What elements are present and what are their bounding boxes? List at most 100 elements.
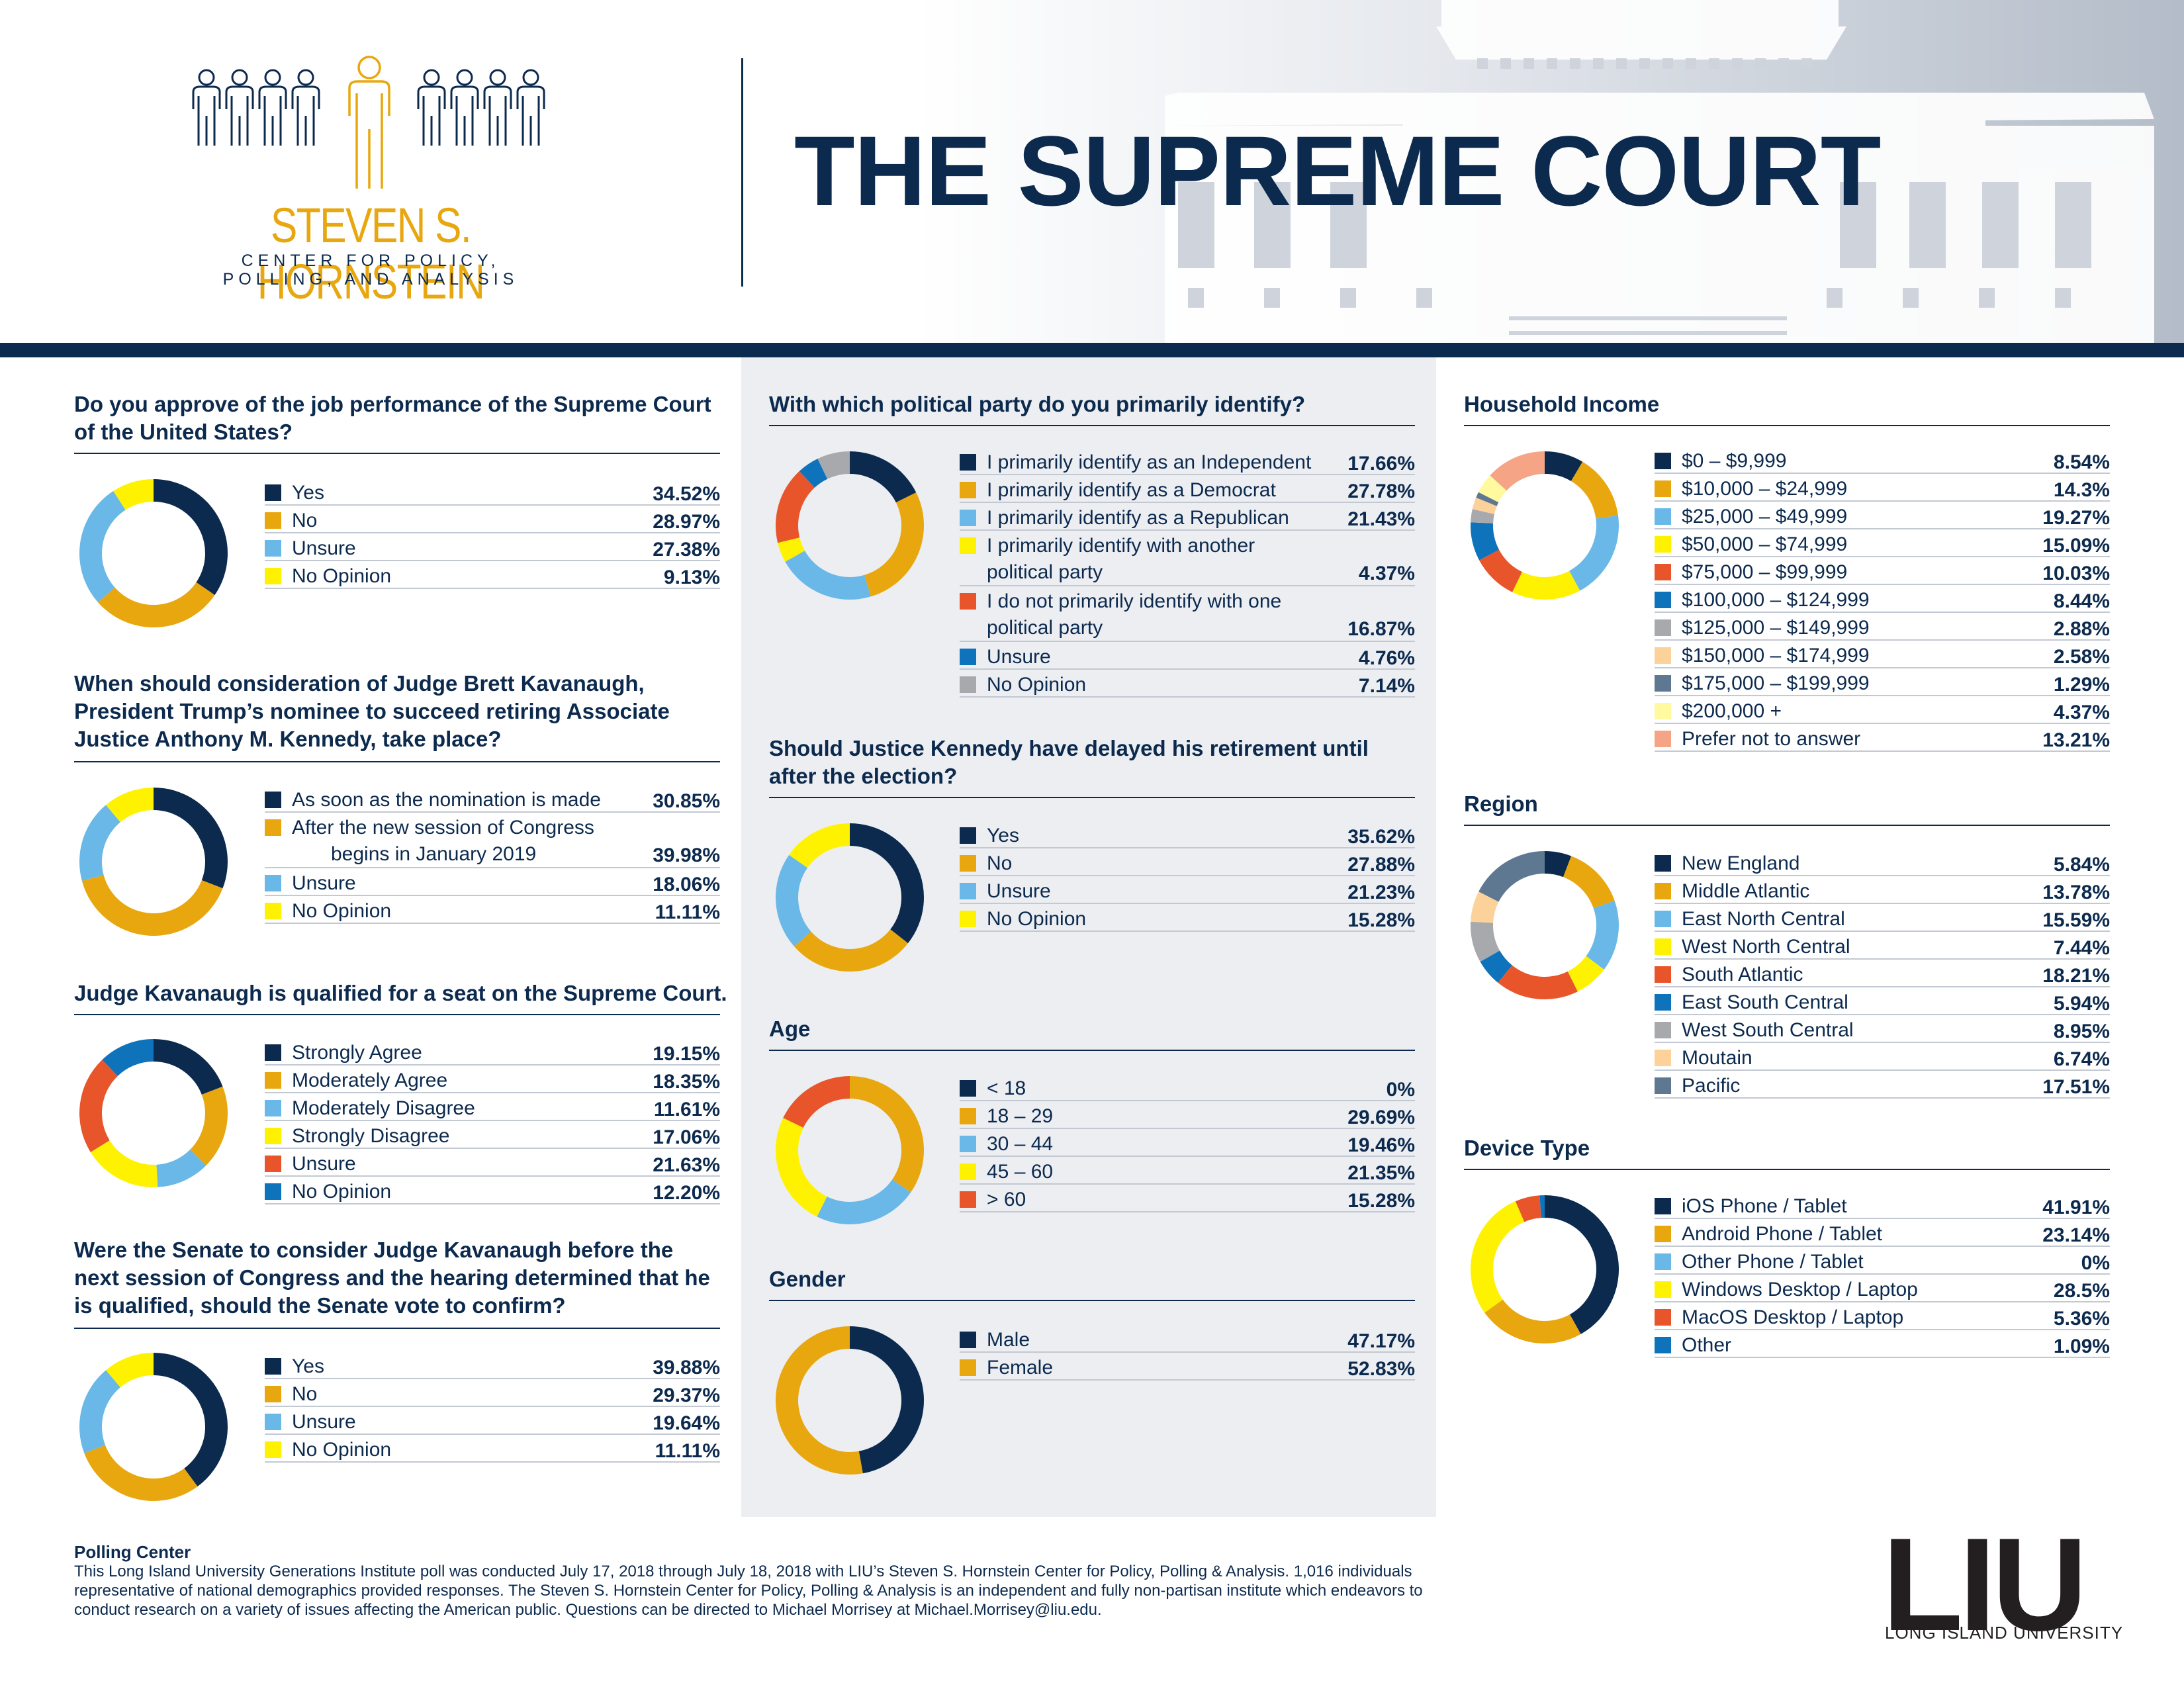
- slice-50-000-74-999: [1512, 570, 1580, 600]
- legend-label: New England: [1682, 852, 1800, 874]
- panel-q3: Judge Kavanaugh is qualified for a seat …: [74, 979, 727, 1224]
- legend-label: 45 – 60: [987, 1161, 1054, 1183]
- question-rule: [769, 425, 1415, 426]
- legend-value: 21.35%: [1347, 1162, 1415, 1184]
- legend-label: West South Central: [1682, 1019, 1854, 1041]
- donut-chart: [79, 1039, 228, 1187]
- legend-row-60: > 60 15.28%: [960, 1183, 1415, 1212]
- legend-swatch: [960, 1136, 976, 1152]
- slice-windows-desktop-laptop: [1471, 1201, 1525, 1313]
- legend-value: 1.09%: [2053, 1336, 2110, 1357]
- legend-value: 47.17%: [1347, 1330, 1415, 1352]
- legend-value: 0%: [2081, 1252, 2110, 1274]
- legend-swatch: [265, 875, 281, 891]
- legend-swatch: [1655, 453, 1671, 469]
- slice-60: [783, 1076, 850, 1128]
- slice-30-44: [817, 1179, 911, 1224]
- slice-i-primarily-identify-as-a-republican: [785, 551, 871, 600]
- legend-label: No: [292, 1383, 318, 1405]
- legend-label: Unsure: [292, 537, 356, 559]
- legend-value: 28.97%: [653, 511, 720, 533]
- legend-label: Moutain: [1682, 1047, 1752, 1069]
- slice-after-the-new-session-of-congress-begins-in-january-2019: [81, 875, 223, 936]
- legend-value: 10.03%: [2042, 563, 2110, 584]
- slice-no: [84, 1445, 198, 1501]
- slice-east-south-central: [1480, 950, 1512, 983]
- legend-value: 29.69%: [1347, 1107, 1415, 1128]
- legend-row-as-soon-as-the-nomination-is-made: As soon as the nomination is made 30.85%: [265, 784, 720, 813]
- legend-swatch: [960, 883, 976, 899]
- legend-value: 4.37%: [1358, 563, 1415, 584]
- legend-swatch: [1655, 675, 1671, 692]
- legend-row-150-000-174-999: $150,000 – $174,999 2.58%: [1655, 639, 2110, 668]
- legend-swatch: [960, 676, 976, 693]
- slice-yes: [154, 479, 228, 596]
- legend-label: $200,000 +: [1682, 700, 1782, 722]
- legend-value: 11.11%: [655, 901, 720, 923]
- legend-swatch: [265, 1128, 281, 1144]
- legend-swatch: [1655, 1309, 1671, 1326]
- footer-text: This Long Island University Generations …: [74, 1563, 1423, 1619]
- legend-row-no-opinion: No Opinion 11.11%: [265, 895, 720, 924]
- legend-row-moderately-disagree: Moderately Disagree 11.61%: [265, 1092, 720, 1121]
- legend-swatch: [265, 568, 281, 584]
- legend-swatch: [265, 1072, 281, 1089]
- legend-swatch: [265, 1100, 281, 1116]
- legend-row-android-phone-tablet: Android Phone / Tablet 23.14%: [1655, 1218, 2110, 1247]
- legend-label-cont: begins in January 2019: [331, 843, 537, 865]
- slice-unsure: [799, 459, 828, 488]
- legend-swatch: [960, 1108, 976, 1124]
- legend-row-i-primarily-identify-as-a-democrat: I primarily identify as a Democrat 27.78%: [960, 474, 1415, 503]
- legend-swatch: [960, 454, 976, 471]
- legend-row-200-000: $200,000 + 4.37%: [1655, 695, 2110, 724]
- legend-value: 5.36%: [2053, 1308, 2110, 1330]
- question-title: Device Type: [1464, 1136, 1590, 1160]
- legend-label-cont: political party: [987, 561, 1103, 583]
- middle-column-background: [741, 357, 1436, 1517]
- legend-label: Other: [1682, 1334, 1732, 1356]
- legend-swatch: [265, 1156, 281, 1172]
- slice-south-atlantic: [1498, 965, 1578, 999]
- legend-value: 7.14%: [1358, 675, 1415, 697]
- question-rule: [769, 1300, 1415, 1301]
- legend-label: Moderately Disagree: [292, 1097, 475, 1119]
- question-title: Were the Senate to consider Judge Kavana…: [74, 1238, 710, 1318]
- legend-value: 23.14%: [2042, 1224, 2110, 1246]
- question-title: Region: [1464, 792, 1538, 816]
- legend-value: 13.21%: [2042, 729, 2110, 751]
- slice-125-000-149-999: [1471, 509, 1494, 523]
- question-rule: [769, 797, 1415, 798]
- legend-label: No Opinion: [292, 1181, 392, 1203]
- panel-region: Region New England 5.84% Middle Atlantic 13…: [1464, 790, 2110, 1101]
- question-title: With which political party do you primar…: [769, 392, 1306, 416]
- legend-label: No Opinion: [987, 674, 1087, 696]
- donut-chart: [1471, 451, 1619, 600]
- legend-row-windows-desktop-laptop: Windows Desktop / Laptop 28.5%: [1655, 1273, 2110, 1302]
- legend-swatch: [960, 827, 976, 844]
- legend-swatch: [1655, 855, 1671, 872]
- legend-label: Strongly Disagree: [292, 1125, 450, 1147]
- slice-no-opinion: [106, 1353, 154, 1388]
- legend-label: No Opinion: [292, 565, 392, 587]
- legend-value: 18.21%: [2042, 965, 2110, 987]
- legend-label: $50,000 – $74,999: [1682, 533, 1848, 555]
- legend-label: East South Central: [1682, 991, 1848, 1013]
- donut-chart: [776, 1326, 925, 1475]
- slice-yes: [154, 1353, 228, 1487]
- slice-android-phone-tablet: [1484, 1299, 1581, 1343]
- legend-row-no-opinion: No Opinion 15.28%: [960, 903, 1415, 932]
- legend-label: iOS Phone / Tablet: [1682, 1195, 1847, 1217]
- legend-row-west-south-central: West South Central 8.95%: [1655, 1014, 2110, 1043]
- legend-row-10-000-24-999: $10,000 – $24,999 14.3%: [1655, 473, 2110, 502]
- legend-swatch: [1655, 703, 1671, 719]
- legend-row-unsure: Unsure 21.23%: [960, 875, 1415, 904]
- legend-value: 27.78%: [1347, 480, 1415, 502]
- people-logo-icon: [192, 56, 545, 189]
- legend-value: 15.09%: [2042, 535, 2110, 557]
- legend-value: 6.74%: [2053, 1048, 2110, 1070]
- slice-as-soon-as-the-nomination-is-made: [154, 788, 228, 889]
- slice-100-000-124-999: [1471, 522, 1500, 561]
- legend-value: 9.13%: [663, 567, 720, 588]
- panel-q2: When should consideration of Judge Brett…: [74, 670, 720, 948]
- legend-value: 14.3%: [2053, 479, 2110, 501]
